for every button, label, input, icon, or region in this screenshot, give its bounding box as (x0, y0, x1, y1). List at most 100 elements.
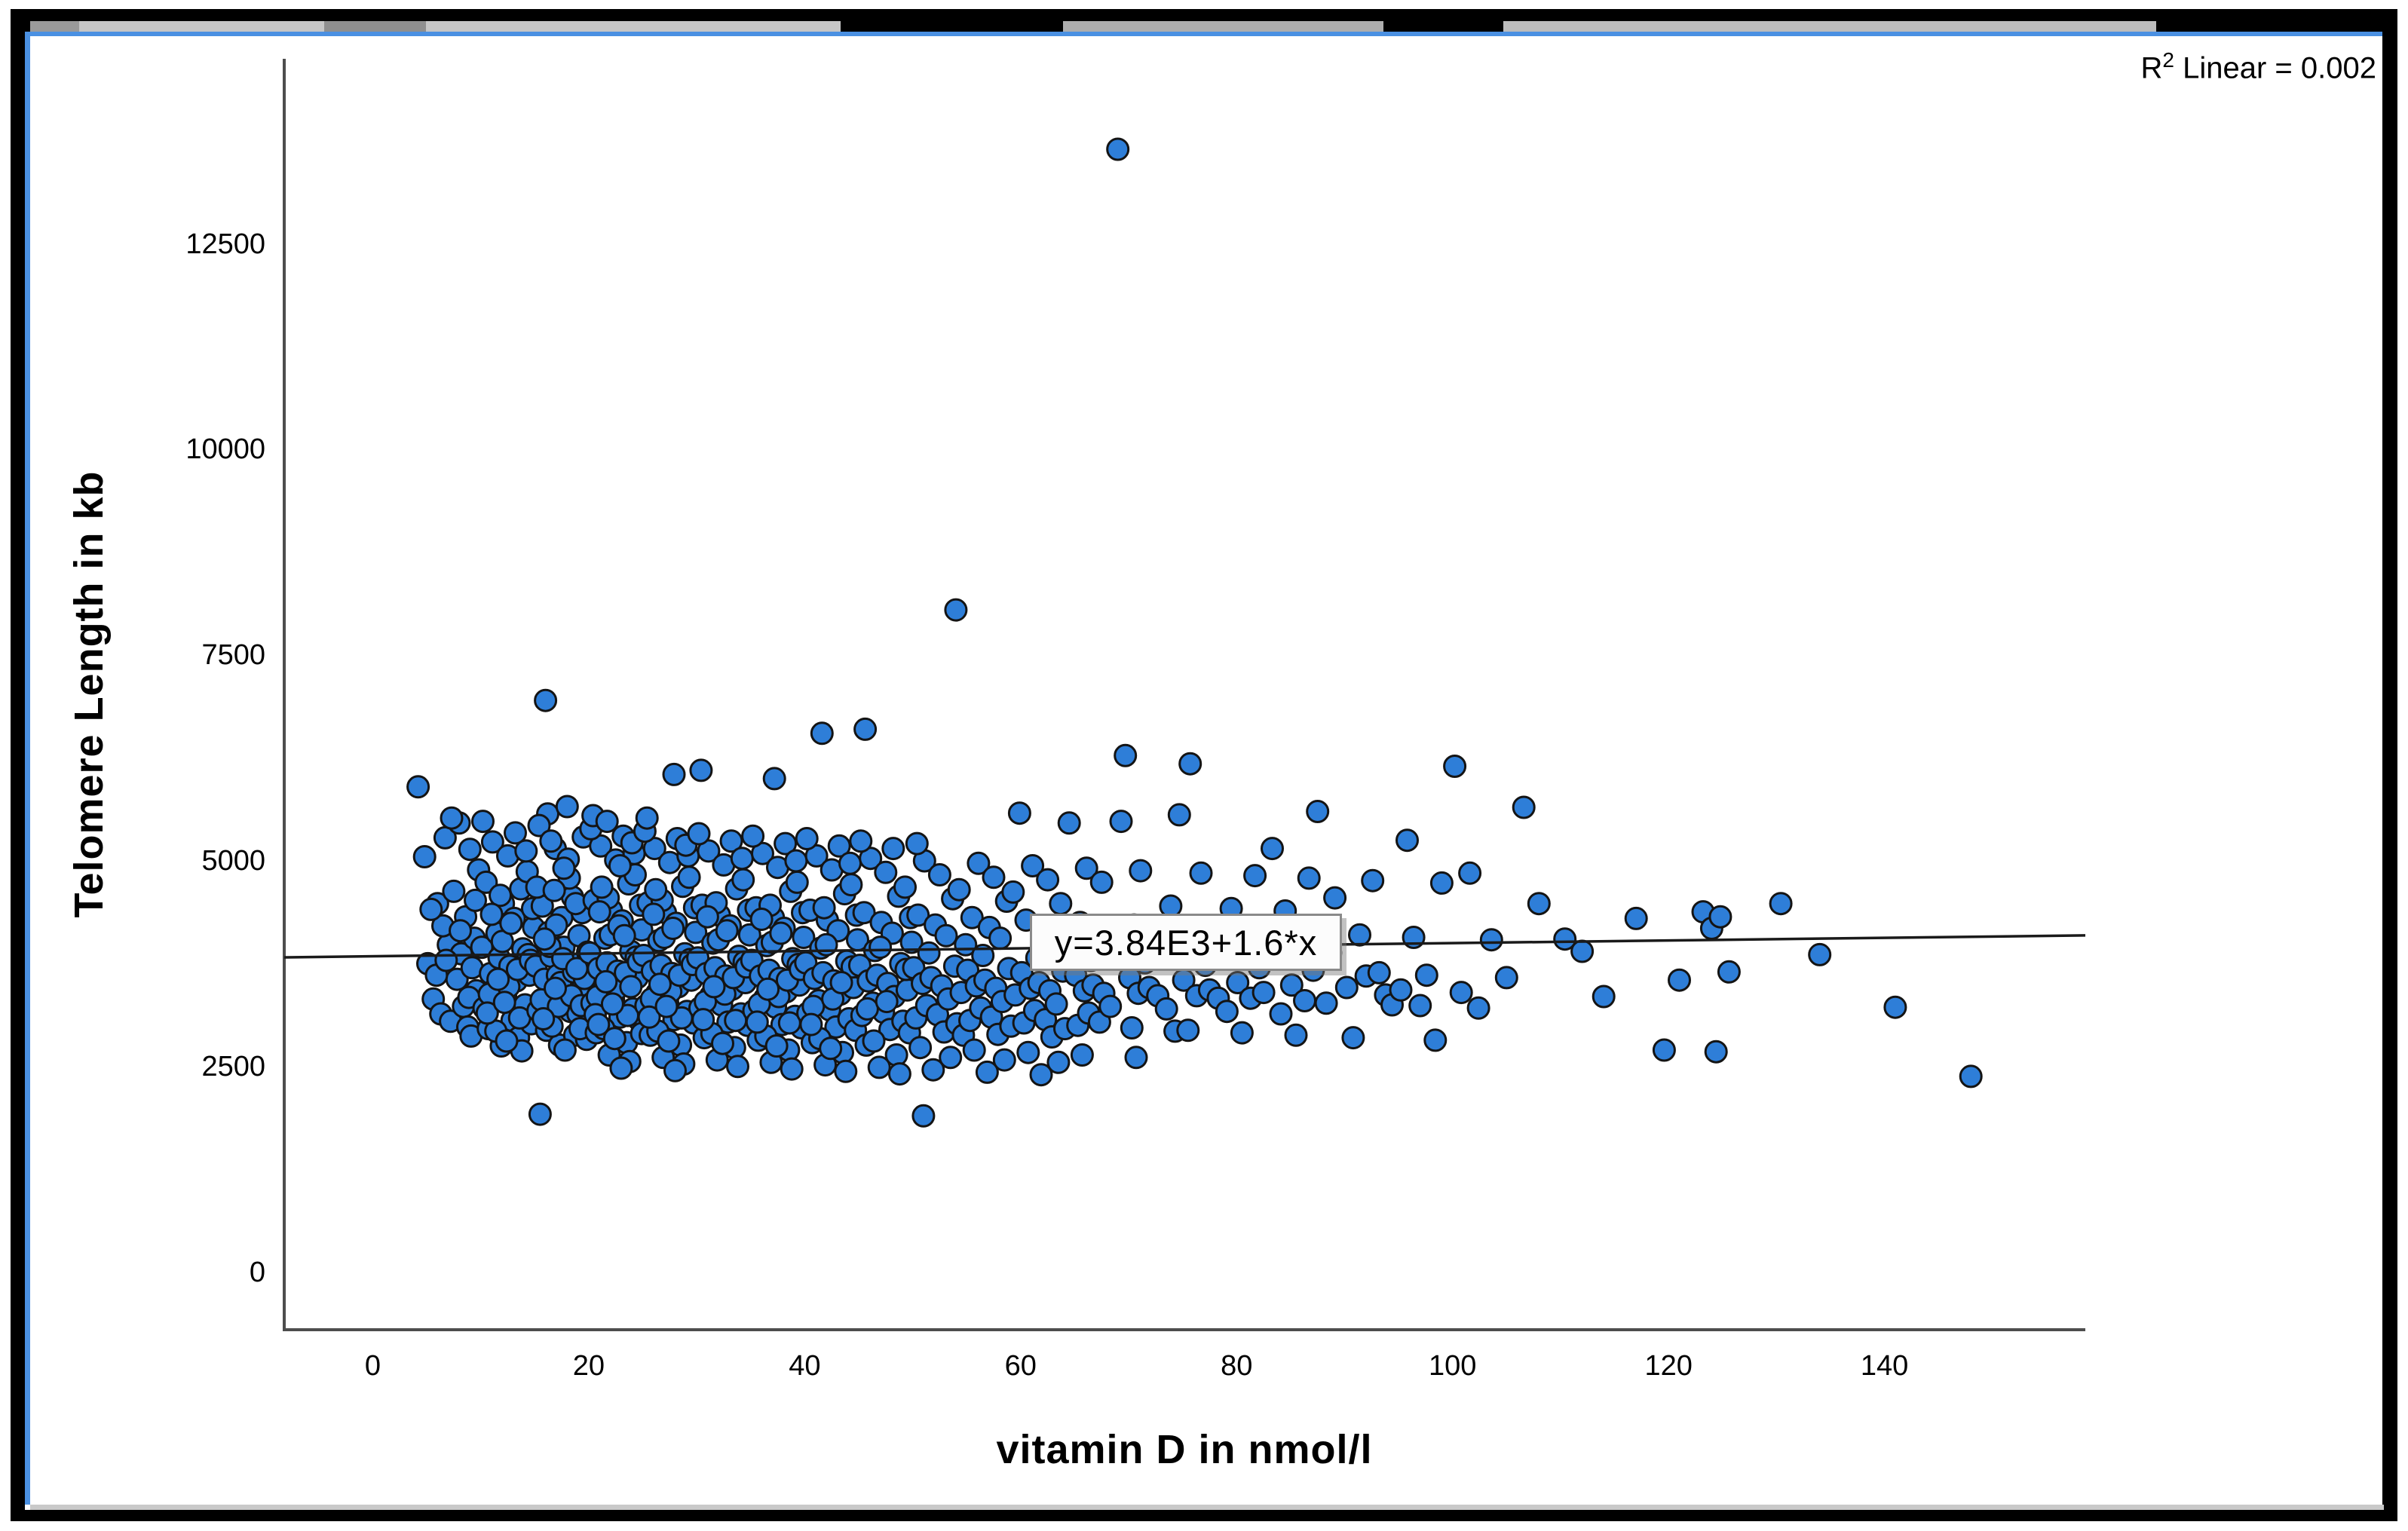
data-point (1652, 1038, 1676, 1062)
data-point (869, 935, 893, 960)
data-point (1044, 992, 1068, 1016)
data-point (853, 717, 878, 741)
data-point (1624, 906, 1648, 930)
window-edge-fragment (324, 21, 426, 32)
r2-superscript: 2 (2162, 48, 2174, 72)
selection-border-top (25, 32, 2382, 36)
data-point (504, 821, 527, 845)
data-point (967, 851, 991, 875)
data-point (774, 831, 798, 856)
data-point (944, 598, 968, 622)
window-edge-fragment (1503, 21, 2156, 32)
data-point (697, 839, 721, 863)
data-point (839, 873, 863, 897)
data-point (1016, 1040, 1040, 1064)
data-point (719, 829, 743, 853)
data-point (587, 1012, 611, 1036)
r2-base: R (2140, 51, 2163, 85)
data-point (644, 877, 668, 902)
data-point (1109, 810, 1133, 834)
data-point (642, 902, 666, 926)
data-point (751, 841, 774, 865)
data-point (884, 1043, 908, 1067)
data-point (1959, 1064, 1983, 1089)
data-point (1098, 994, 1123, 1018)
selection-border-left (25, 36, 30, 1505)
window-edge-fragment (1063, 21, 1383, 32)
data-point (859, 847, 883, 871)
data-point (1049, 892, 1073, 916)
data-point (899, 930, 924, 954)
data-point (862, 1029, 886, 1053)
r2-annotation: R2 Linear = 0.002 (2141, 48, 2376, 85)
data-point (555, 795, 579, 819)
data-point (855, 997, 879, 1021)
data-point (1769, 892, 1793, 916)
data-point (992, 1048, 1016, 1072)
data-point (1087, 1010, 1111, 1034)
data-point (905, 831, 929, 856)
frame-left (11, 9, 25, 1521)
data-point (1114, 743, 1138, 767)
window-edge-fragment (30, 21, 79, 32)
data-point (982, 865, 1006, 890)
data-point (906, 903, 930, 927)
data-point (893, 875, 917, 899)
data-point (1167, 803, 1191, 827)
data-point (1704, 1040, 1728, 1064)
data-point (662, 762, 686, 786)
y-axis-title: Telomere Length in kb (66, 470, 112, 918)
data-point (608, 854, 632, 877)
chart-canvas[interactable] (30, 36, 2382, 1505)
data-point (829, 971, 853, 994)
data-point (648, 972, 672, 997)
frame-bottom-bar (11, 1510, 2397, 1521)
data-point (1226, 971, 1250, 994)
data-point (1046, 1050, 1071, 1074)
data-point (810, 721, 834, 746)
data-point (1668, 968, 1691, 992)
data-point (1408, 994, 1432, 1018)
data-point (726, 1055, 749, 1079)
data-point (792, 926, 816, 949)
data-point (528, 1102, 552, 1126)
data-point (1708, 905, 1732, 929)
data-point (1001, 880, 1025, 904)
data-point (838, 851, 862, 875)
data-point (471, 810, 495, 834)
data-point (745, 1010, 769, 1034)
data-point (595, 810, 619, 834)
data-point (1395, 828, 1419, 853)
data-point (1176, 1018, 1200, 1043)
data-point (539, 829, 563, 853)
data-point (594, 969, 618, 994)
data-point (756, 977, 780, 1001)
data-point (1361, 868, 1385, 893)
data-point (412, 845, 437, 868)
data-point (695, 905, 719, 929)
data-point (1592, 984, 1616, 1009)
data-point (795, 827, 819, 850)
x-axis-title: vitamin D in nmol/l (996, 1427, 1373, 1472)
data-point (1323, 886, 1347, 910)
data-point (684, 920, 708, 945)
data-point (663, 1058, 687, 1082)
data-point (1348, 923, 1371, 947)
data-point (1466, 996, 1490, 1020)
data-point (1007, 801, 1031, 825)
data-point (715, 919, 739, 943)
data-point (661, 917, 685, 940)
data-point (1297, 866, 1321, 890)
data-point (1215, 1000, 1239, 1024)
data-point (827, 834, 851, 858)
data-point (1414, 963, 1438, 987)
data-point (419, 897, 443, 921)
data-point (406, 775, 430, 799)
data-point (867, 1055, 891, 1079)
data-point (464, 888, 487, 912)
data-point (737, 923, 761, 947)
regression-equation-box: y=3.84E3+1.6*x (1030, 914, 1342, 971)
data-point (1367, 960, 1391, 984)
data-point (1808, 942, 1832, 966)
